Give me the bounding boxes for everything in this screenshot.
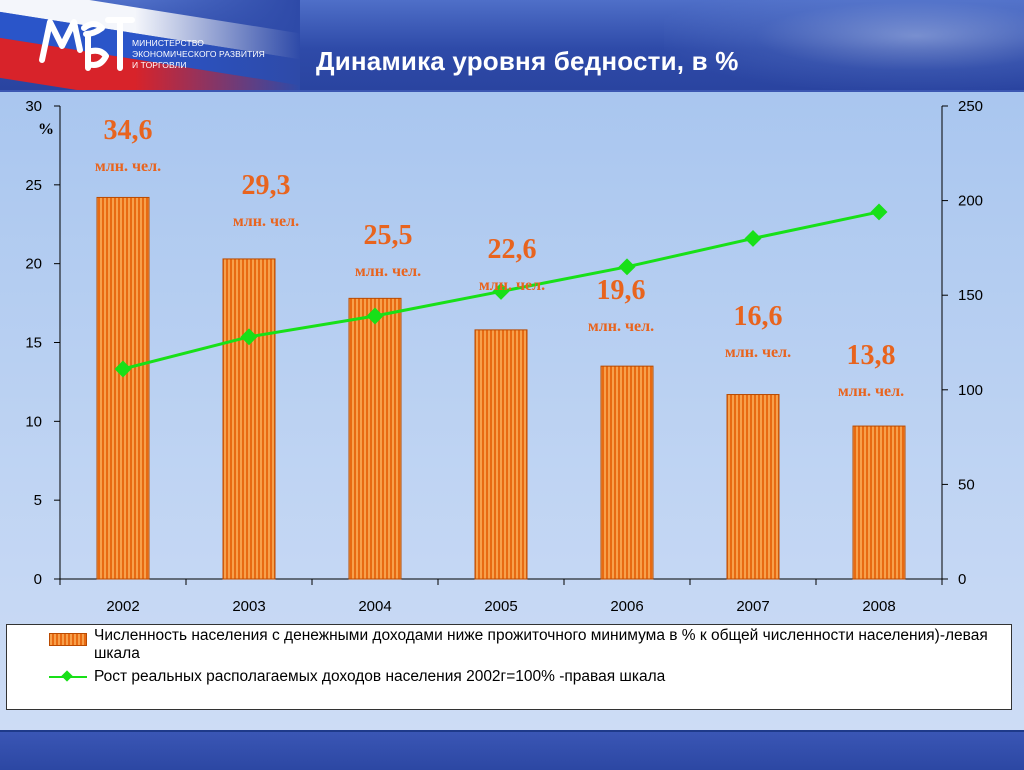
line-point <box>492 282 510 300</box>
bar <box>726 394 780 580</box>
x-tick-label: 2006 <box>610 598 643 615</box>
left-tick-label: 15 <box>25 335 42 352</box>
annotation-unit: млн. чел. <box>233 213 299 230</box>
x-tick-label: 2002 <box>106 598 139 615</box>
annotation-unit: млн. чел. <box>588 318 654 335</box>
left-tick-label: 25 <box>25 177 42 194</box>
annotation-value: 29,3 <box>242 170 291 201</box>
annotation-value: 19,6 <box>597 275 646 306</box>
line-point <box>114 360 132 378</box>
right-tick-label: 200 <box>958 193 983 210</box>
annotation-value: 34,6 <box>104 115 153 146</box>
legend-line-marker <box>61 670 73 682</box>
bar <box>222 258 276 580</box>
bar <box>96 196 150 580</box>
line-point <box>366 307 384 325</box>
ministry-line: ЭКОНОМИЧЕСКОГО РАЗВИТИЯ <box>132 49 265 59</box>
annotation-value: 16,6 <box>734 301 783 332</box>
x-tick-label: 2003 <box>232 598 265 615</box>
legend-bar-label: Численность населения с денежными дохода… <box>94 627 988 662</box>
x-tick-label: 2007 <box>736 598 769 615</box>
right-tick-label: 100 <box>958 382 983 399</box>
bar <box>852 425 906 580</box>
annotation-unit: млн. чел. <box>838 383 904 400</box>
left-tick-label: 10 <box>25 413 42 430</box>
x-tick-label: 2005 <box>484 598 517 615</box>
mert-logo-icon <box>39 17 135 71</box>
right-tick-label: 250 <box>958 98 983 115</box>
annotation-unit: млн. чел. <box>725 344 791 361</box>
line-point <box>870 203 888 221</box>
left-tick-label: 20 <box>25 256 42 273</box>
left-tick-label: 30 <box>25 98 42 115</box>
bar <box>348 297 402 580</box>
annotation-unit: млн. чел. <box>95 158 161 175</box>
legend-bar-swatch <box>49 633 87 646</box>
x-tick-label: 2008 <box>862 598 895 615</box>
line-point <box>744 229 762 247</box>
left-axis-unit-label: % <box>38 121 54 138</box>
chart: 0 5 10 15 20 25 30% 0 50 100 150 200 250 2002 2003 2004… <box>25 98 983 615</box>
annotation-unit: млн. чел. <box>479 277 545 294</box>
russian-flag-decoration <box>0 0 300 90</box>
right-tick-label: 50 <box>958 476 975 493</box>
annotation-value: 25,5 <box>364 220 413 251</box>
header: МИНИСТЕРСТВО ЭКОНОМИЧЕСКОГО РАЗВИТИЯ И Т… <box>0 0 1024 90</box>
left-tick-label: 0 <box>34 571 42 588</box>
bar <box>600 365 654 580</box>
ministry-name: МИНИСТЕРСТВО ЭКОНОМИЧЕСКОГО РАЗВИТИЯ И Т… <box>132 38 265 71</box>
ministry-line: МИНИСТЕРСТВО <box>132 38 204 48</box>
bar <box>474 329 528 580</box>
annotation-value: 22,6 <box>488 234 537 265</box>
annotation-unit: млн. чел. <box>355 263 421 280</box>
page-title: Динамика уровня бедности, в % <box>316 46 739 76</box>
line-point <box>240 328 258 346</box>
legend-line-label: Рост реальных располагаемых доходов насе… <box>94 668 666 685</box>
line-point <box>618 258 636 276</box>
footer-bar <box>0 730 1024 770</box>
x-tick-label: 2004 <box>358 598 391 615</box>
annotation-value: 13,8 <box>847 340 896 371</box>
left-tick-label: 5 <box>34 492 42 509</box>
map-decoration <box>664 0 1024 90</box>
ministry-line: И ТОРГОВЛИ <box>132 60 187 70</box>
right-tick-label: 150 <box>958 287 983 304</box>
legend: Численность населения с денежными дохода… <box>6 624 1012 710</box>
right-tick-label: 0 <box>958 571 966 588</box>
